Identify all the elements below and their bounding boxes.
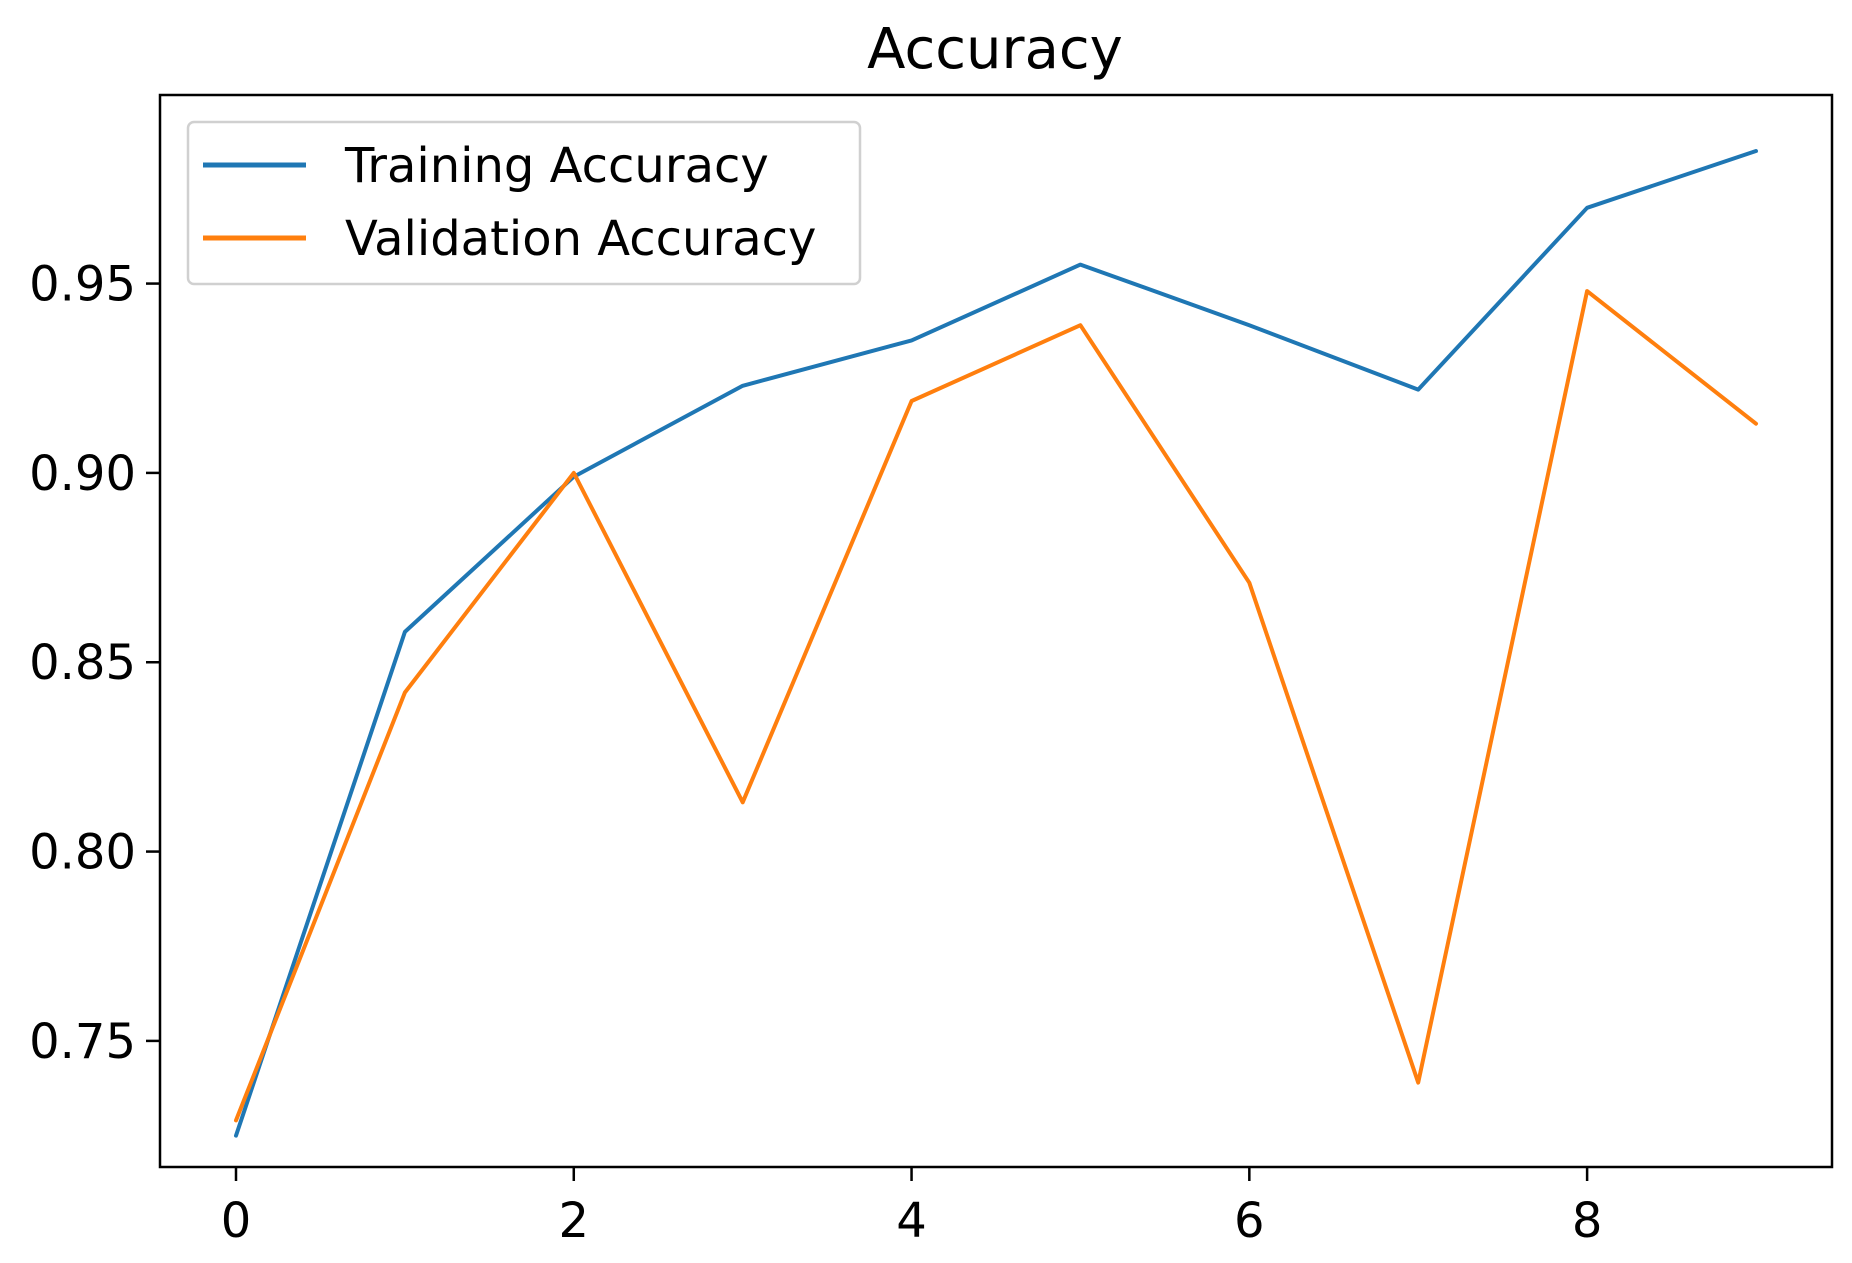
legend-label-validation: Validation Accuracy: [345, 211, 816, 267]
plot-area: [234, 149, 1758, 1138]
y-tick-label: 0.95: [29, 257, 136, 313]
x-tick-label: 8: [1572, 1193, 1603, 1249]
chart-title: Accuracy: [867, 17, 1123, 82]
y-tick-label: 0.80: [29, 825, 136, 881]
y-tick-label: 0.75: [29, 1014, 136, 1070]
x-tick-label: 2: [559, 1193, 590, 1249]
y-tick-label: 0.90: [29, 446, 136, 502]
x-tick-label: 4: [896, 1193, 927, 1249]
y-tick-label: 0.85: [29, 635, 136, 691]
axes-frame: [158, 93, 1834, 1169]
x-tick-label: 0: [221, 1193, 252, 1249]
validation-accuracy-line: [234, 289, 1758, 1123]
axis-ticks: 0 2 4 6 8 0.75 0.80 0.85 0.90 0.95: [29, 257, 1602, 1249]
legend-label-training: Training Accuracy: [344, 138, 769, 194]
x-tick-label: 6: [1234, 1193, 1265, 1249]
training-accuracy-line: [234, 149, 1758, 1138]
legend-box: [186, 120, 862, 286]
legend: Training Accuracy Validation Accuracy: [186, 120, 862, 286]
